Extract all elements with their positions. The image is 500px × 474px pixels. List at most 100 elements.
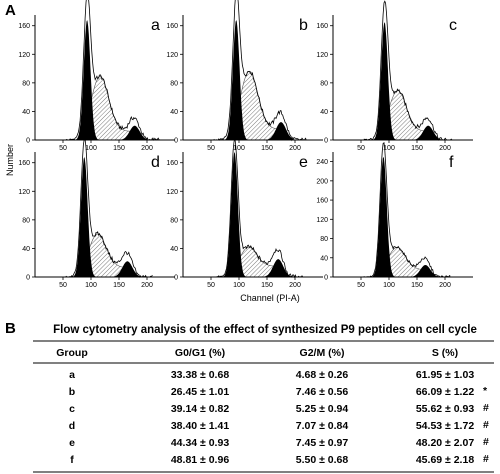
y-tick-label: 0 [174,275,178,282]
histogram-grid: 50 100 150 200 0 40 80 120 160 a 50 100 150 200 0 40 80 1… [18,0,473,289]
histogram-a: 50 100 150 200 0 40 80 120 160 a [18,0,175,152]
histogram-label-b: b [299,17,308,34]
y-tick-label: 160 [18,160,30,167]
histogram-d-g2-peak [113,261,142,277]
histogram-f-g1-peak [372,156,395,277]
table-cell: c [69,403,75,415]
y-tick-label: 40 [170,109,178,116]
histogram-e-g1-peak [223,152,246,277]
x-tick-label: 150 [113,282,125,289]
panel-label-a: A [5,2,16,19]
histogram-c-g2-peak [414,125,443,140]
y-tick-label: 40 [320,255,328,262]
table-row: f 48.81 ± 0.96 5.50 ± 0.68 45.69 ± 2.18 # [70,453,489,466]
table-cell: 48.20 ± 2.07 [416,437,474,449]
x-tick-label: 150 [261,145,273,152]
table-row: d 38.40 ± 1.41 7.07 ± 0.84 54.53 ± 1.72 # [69,419,489,432]
histogram-e-g2-peak [264,259,293,277]
table-cell: 66.09 ± 1.22 [416,386,474,398]
y-tick-label: 200 [316,178,328,185]
x-tick-label: 200 [141,145,153,152]
histogram-b-g1-peak [225,20,248,140]
table-row: e 44.34 ± 0.93 7.45 ± 0.97 48.20 ± 2.07 # [69,436,489,449]
table-row: c 39.14 ± 0.82 5.25 ± 0.94 55.62 ± 0.93 # [69,402,489,415]
significance-mark: # [483,453,489,465]
x-tick-label: 50 [207,282,215,289]
table-cell: 61.95 ± 1.03 [416,369,474,381]
histogram-label-f: f [449,154,454,171]
y-tick-label: 160 [18,23,30,30]
x-axis-label: Channel (PI-A) [240,293,300,303]
table-cell: 48.81 ± 0.96 [171,454,229,466]
histogram-c-outline [363,0,453,141]
y-tick-label: 80 [320,236,328,243]
table-cell: 39.14 ± 0.82 [171,403,229,415]
table-cell: a [69,369,75,381]
table-header: Group [56,347,88,359]
histogram-d-outline [65,138,153,278]
histogram-b-g2-peak [267,122,295,140]
significance-mark: * [483,385,488,397]
x-tick-label: 200 [289,282,301,289]
histogram-a-g2-peak [120,125,149,140]
histogram-d: 50 100 150 200 0 40 80 120 160 d [18,138,175,289]
histogram-label-d: d [151,154,160,171]
table-header: S (%) [432,347,458,359]
y-tick-label: 0 [324,138,328,145]
table-cell: b [69,386,75,398]
x-tick-label: 150 [113,145,125,152]
x-tick-label: 50 [207,145,215,152]
y-tick-label: 40 [22,246,30,253]
x-tick-label: 50 [357,282,365,289]
histogram-f-outline [363,142,451,278]
table-header: G2/M (%) [300,347,345,359]
x-tick-label: 50 [357,145,365,152]
y-tick-label: 160 [316,198,328,205]
y-tick-label: 120 [18,52,30,59]
significance-mark: # [483,402,489,414]
x-tick-label: 150 [411,282,423,289]
table-cell: 26.45 ± 1.01 [171,386,229,398]
histogram-c: 50 100 150 200 0 40 80 120 160 c [316,0,473,152]
y-tick-label: 0 [26,138,30,145]
y-tick-label: 80 [22,80,30,87]
table-cell: 54.53 ± 1.72 [416,420,474,432]
table-cell: 55.62 ± 0.93 [416,403,474,415]
histogram-e-outline [213,137,304,278]
y-tick-label: 120 [316,217,328,224]
y-axis-label: Number [5,144,15,176]
histogram-a-g1-peak [75,20,99,140]
histogram-c-g1-peak [373,22,396,140]
table-cell: d [69,420,75,432]
table-cell: 5.25 ± 0.94 [296,403,349,415]
x-tick-label: 200 [439,145,451,152]
x-tick-label: 100 [233,282,245,289]
histogram-a-outline [65,0,160,141]
table-cell: 4.68 ± 0.26 [296,369,349,381]
panel-label-b: B [5,320,16,337]
y-tick-label: 120 [18,189,30,196]
x-tick-label: 200 [439,282,451,289]
table-title: Flow cytometry analysis of the effect of… [53,324,477,336]
y-tick-label: 80 [22,217,30,224]
y-tick-label: 0 [174,138,178,145]
significance-mark: # [483,419,489,431]
x-tick-label: 100 [383,145,395,152]
table-cell: 5.50 ± 0.68 [296,454,349,466]
histogram-e: 50 100 150 200 0 40 80 120 160 e [166,137,323,289]
y-tick-label: 120 [166,189,178,196]
histogram-label-a: a [151,17,160,34]
histogram-b: 50 100 150 200 0 40 80 120 160 b [166,0,323,152]
histogram-b-outline [213,0,307,142]
table-header: G0/G1 (%) [175,347,225,359]
y-tick-label: 0 [26,275,30,282]
histogram-f: 50 100 150 200 0 40 80 120 160 200 240 f [316,142,473,289]
x-tick-label: 150 [261,282,273,289]
y-tick-label: 120 [316,52,328,59]
y-tick-label: 240 [316,159,328,166]
y-tick-label: 80 [170,80,178,87]
y-tick-label: 120 [166,52,178,59]
table-cell: 45.69 ± 2.18 [416,454,474,466]
histogram-d-g1-peak [73,157,96,277]
